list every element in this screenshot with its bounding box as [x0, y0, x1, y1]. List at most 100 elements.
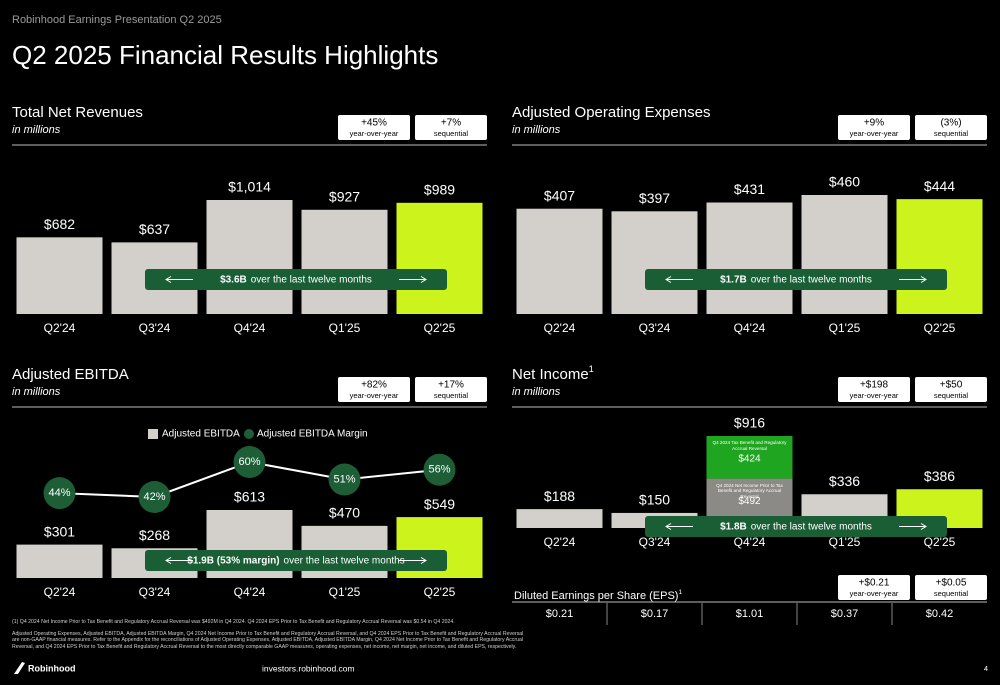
x-tick-label: Q2'25 — [924, 321, 956, 335]
eps-value: $0.21 — [546, 608, 574, 620]
badge-label: sequential — [434, 391, 469, 400]
margin-label: 60% — [238, 456, 260, 468]
arrow — [899, 276, 927, 283]
value-label: $916 — [734, 415, 765, 431]
banner-highlight: $3.6B — [220, 274, 247, 285]
badge-value: +45% — [361, 118, 387, 129]
section-title-text: Diluted Earnings per Share (EPS) — [514, 590, 678, 602]
banner — [145, 269, 447, 290]
badge-value: +82% — [361, 380, 387, 391]
badge — [915, 115, 987, 140]
badge — [838, 575, 910, 600]
badge — [338, 377, 410, 402]
x-tick-label: Q1'25 — [829, 321, 861, 335]
section-title-text: Adjusted Operating Expenses — [512, 104, 710, 121]
bar — [301, 209, 388, 314]
banner-body: over the last twelve months — [751, 521, 872, 532]
subtitle: in millions — [512, 386, 561, 398]
subtitle: in millions — [12, 386, 61, 398]
x-tick-label: Q1'25 — [329, 321, 361, 335]
badge-label: year-over-year — [350, 391, 399, 400]
value-label: $301 — [44, 523, 75, 539]
section-title: Net Income1 — [512, 364, 594, 383]
margin-label: 56% — [428, 464, 450, 476]
bar — [16, 237, 103, 314]
x-tick-label: Q2'24 — [544, 535, 576, 549]
arrow — [399, 557, 427, 564]
value-label: $927 — [329, 188, 360, 204]
legend-swatch — [244, 429, 254, 439]
section-title: Diluted Earnings per Share (EPS)1 — [514, 589, 682, 602]
badge — [415, 377, 487, 402]
banner-text: $1.9B (53% margin) over the last twelve m… — [187, 555, 404, 566]
banner-highlight: $1.8B — [720, 521, 747, 532]
eyebrow: Robinhood Earnings Presentation Q2 2025 — [12, 14, 222, 26]
banner — [145, 550, 447, 571]
margin-label: 44% — [48, 487, 70, 499]
badge-value: +$0.05 — [936, 578, 967, 589]
bar — [611, 211, 698, 314]
x-tick-label: Q2'24 — [44, 321, 76, 335]
badge-label: year-over-year — [350, 129, 399, 138]
bar-segment — [706, 436, 793, 479]
badge-value: +$198 — [860, 380, 889, 391]
subtitle: in millions — [512, 124, 561, 136]
value-label: $407 — [544, 187, 575, 203]
value-label: $397 — [639, 190, 670, 206]
x-tick-label: Q3'24 — [139, 321, 171, 335]
x-tick-label: Q4'24 — [734, 535, 766, 549]
arrow — [665, 523, 693, 530]
bar — [396, 202, 483, 314]
x-tick-label: Q4'24 — [234, 321, 266, 335]
badge-label: sequential — [934, 129, 969, 138]
bar — [516, 509, 603, 528]
segment-name: Q4 2024 Net Income Prior to Tax Benefit … — [716, 482, 783, 499]
bar — [516, 208, 603, 314]
slide-title: Q2 2025 Financial Results Highlights — [12, 40, 438, 70]
margin-point — [423, 453, 456, 486]
subtitle: in millions — [12, 124, 61, 136]
badge-value: +7% — [441, 118, 461, 129]
margin-label: 42% — [143, 491, 165, 503]
badge — [415, 115, 487, 140]
badge-label: sequential — [934, 391, 969, 400]
badge-label: year-over-year — [850, 589, 899, 598]
value-label: $386 — [924, 468, 955, 484]
x-tick-label: Q2'24 — [544, 321, 576, 335]
bar — [801, 195, 888, 314]
banner-text: $1.8B over the last twelve months — [720, 521, 872, 532]
margin-point — [233, 446, 266, 478]
segment-name: Q4 2024 Tax Benefit and Regulatory Accru… — [712, 440, 787, 451]
badge-value: +$0.21 — [859, 578, 890, 589]
value-label: $268 — [139, 527, 170, 543]
value-label: $989 — [424, 182, 455, 198]
badge-value: (3%) — [940, 118, 961, 129]
bar — [16, 544, 103, 578]
badge-label: year-over-year — [850, 129, 899, 138]
badge — [915, 377, 987, 402]
x-tick-label: Q3'24 — [639, 535, 671, 549]
section-title-text: Adjusted EBITDA — [12, 366, 129, 383]
banner — [645, 516, 947, 537]
section-title-text: Net Income — [512, 366, 589, 383]
badge — [338, 115, 410, 140]
value-label: $336 — [829, 473, 860, 489]
badge-label: sequential — [934, 589, 969, 598]
margin-point — [138, 481, 171, 513]
segment-label: $492 — [738, 496, 761, 507]
legend-swatch — [148, 429, 158, 439]
x-tick-label: Q4'24 — [234, 585, 266, 599]
value-label: $1,014 — [228, 179, 271, 195]
x-tick-label: Q3'24 — [139, 585, 171, 599]
margin-point — [328, 463, 361, 496]
x-tick-label: Q3'24 — [639, 321, 671, 335]
footnote: (1) Q4 2024 Net Income Prior to Tax Bene… — [12, 619, 455, 625]
badge-value: +17% — [438, 380, 464, 391]
x-tick-label: Q1'25 — [829, 535, 861, 549]
margin-point — [43, 477, 76, 510]
value-label: $637 — [139, 221, 170, 237]
value-label: $682 — [44, 216, 75, 232]
bar — [706, 202, 793, 314]
